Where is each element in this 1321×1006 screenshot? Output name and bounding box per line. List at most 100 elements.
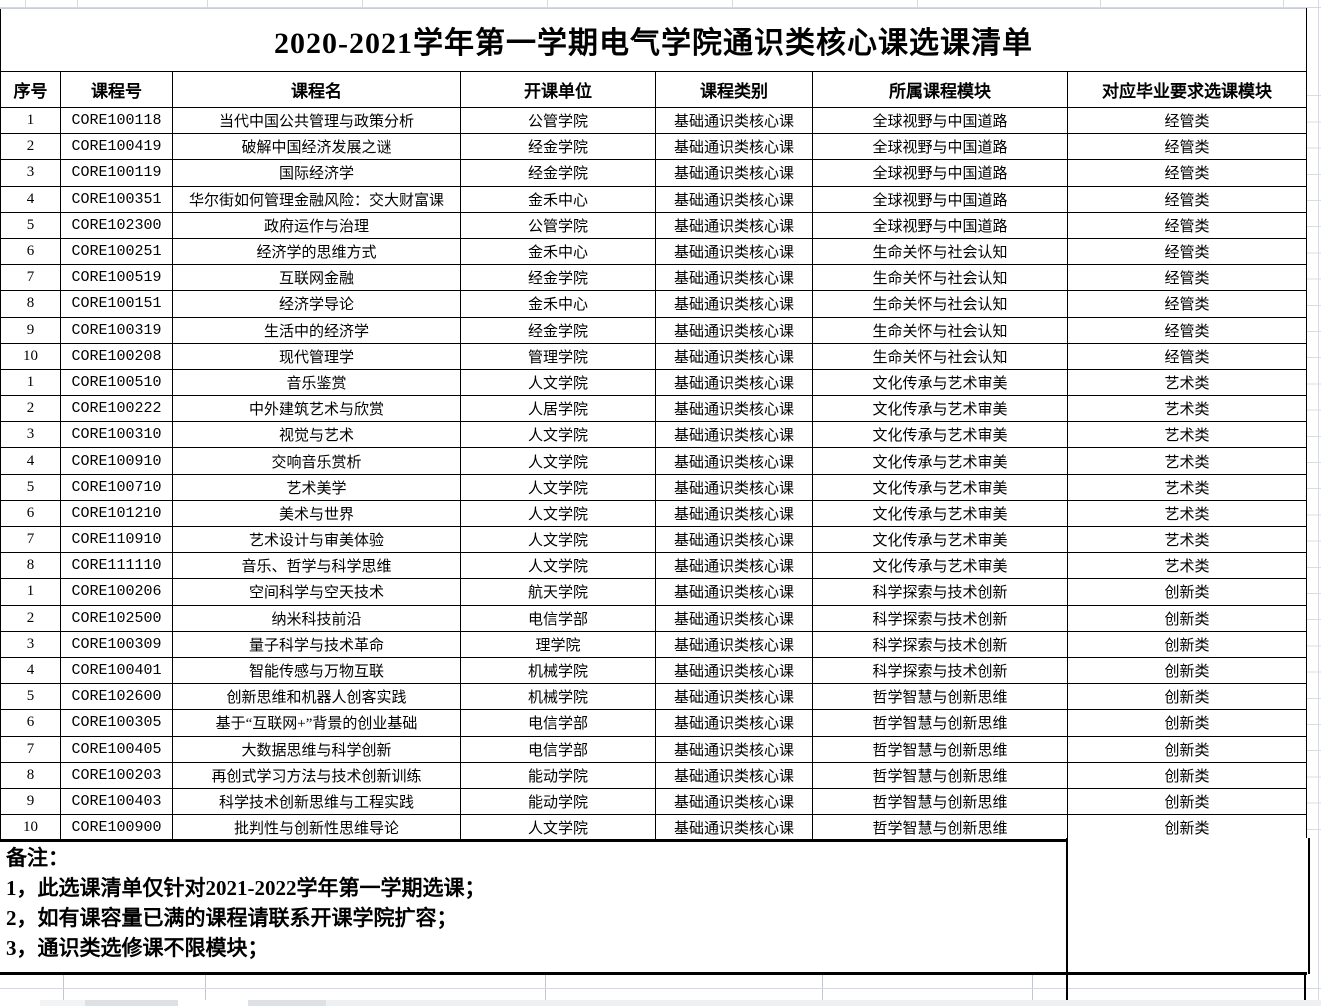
cell-grad-module[interactable]: 经管类 <box>1066 237 1308 266</box>
cell-category[interactable]: 基础通识类核心课 <box>655 342 813 370</box>
cell-module[interactable]: 哲学智慧与创新思维 <box>812 814 1068 843</box>
cell-name[interactable]: 华尔街如何管理金融风险：交大财富课 <box>172 185 461 213</box>
cell-category[interactable]: 基础通识类核心课 <box>655 133 813 161</box>
cell-code[interactable]: CORE100710 <box>60 473 173 501</box>
cell-grad-module[interactable]: 经管类 <box>1066 133 1308 161</box>
cell-category[interactable]: 基础通识类核心课 <box>655 709 813 737</box>
cell-unit[interactable]: 公管学院 <box>460 211 656 239</box>
cell-no[interactable]: 3 <box>0 421 61 449</box>
cell-grad-module[interactable]: 创新类 <box>1066 761 1308 789</box>
cell-code[interactable]: CORE100208 <box>60 342 173 370</box>
cell-category[interactable]: 基础通识类核心课 <box>655 368 813 397</box>
cell-category[interactable]: 基础通识类核心课 <box>655 578 813 606</box>
cell-module[interactable]: 哲学智慧与创新思维 <box>812 735 1068 763</box>
cell-module[interactable]: 文化传承与艺术审美 <box>812 368 1068 397</box>
cell-code[interactable]: CORE100403 <box>60 787 173 816</box>
cell-grad-module[interactable]: 经管类 <box>1066 264 1308 292</box>
cell-code[interactable]: CORE100910 <box>60 447 173 475</box>
cell-module[interactable]: 哲学智慧与创新思维 <box>812 787 1068 816</box>
cell-category[interactable]: 基础通识类核心课 <box>655 421 813 449</box>
cell-name[interactable]: 量子科学与技术革命 <box>172 630 461 658</box>
cell-grad-module[interactable]: 经管类 <box>1066 185 1308 213</box>
cell-grad-module[interactable]: 艺术类 <box>1066 447 1308 475</box>
cell-name[interactable]: 中外建筑艺术与欣赏 <box>172 395 461 423</box>
cell-code[interactable]: CORE100519 <box>60 264 173 292</box>
cell-grad-module[interactable]: 创新类 <box>1066 709 1308 737</box>
cell-code[interactable]: CORE102600 <box>60 683 173 711</box>
cell-unit[interactable]: 人居学院 <box>460 395 656 423</box>
cell-name[interactable]: 艺术美学 <box>172 473 461 501</box>
cell-module[interactable]: 生命关怀与社会认知 <box>812 342 1068 370</box>
cell-module[interactable]: 全球视野与中国道路 <box>812 185 1068 213</box>
cell-category[interactable]: 基础通识类核心课 <box>655 787 813 816</box>
cell-grad-module[interactable]: 艺术类 <box>1066 499 1308 528</box>
cell-code[interactable]: CORE100319 <box>60 316 173 344</box>
cell-grad-module[interactable]: 创新类 <box>1066 814 1308 843</box>
cell-grad-module[interactable]: 艺术类 <box>1066 395 1308 423</box>
cell-unit[interactable]: 电信学部 <box>460 604 656 632</box>
cell-name[interactable]: 纳米科技前沿 <box>172 604 461 632</box>
cell-category[interactable]: 基础通识类核心课 <box>655 395 813 423</box>
cell-name[interactable]: 视觉与艺术 <box>172 421 461 449</box>
cell-category[interactable]: 基础通识类核心课 <box>655 473 813 501</box>
cell-code[interactable]: CORE111110 <box>60 552 173 580</box>
cell-grad-module[interactable]: 创新类 <box>1066 787 1308 816</box>
cell-grad-module[interactable]: 创新类 <box>1066 604 1308 632</box>
cell-unit[interactable]: 金禾中心 <box>460 290 656 318</box>
cell-code[interactable]: CORE100401 <box>60 656 173 685</box>
cell-code[interactable]: CORE100151 <box>60 290 173 318</box>
cell-category[interactable]: 基础通识类核心课 <box>655 656 813 685</box>
cell-grad-module[interactable]: 创新类 <box>1066 656 1308 685</box>
cell-code[interactable]: CORE100310 <box>60 421 173 449</box>
sheet-title-cell[interactable]: 2020-2021学年第一学期电气学院通识类核心课选课清单 <box>0 8 1308 72</box>
cell-grad-module[interactable]: 经管类 <box>1066 316 1308 344</box>
cell-no[interactable]: 8 <box>0 290 61 318</box>
cell-unit[interactable]: 经金学院 <box>460 159 656 187</box>
cell-no[interactable]: 7 <box>0 735 61 763</box>
cell-grad-module[interactable]: 艺术类 <box>1066 552 1308 580</box>
cell-name[interactable]: 艺术设计与审美体验 <box>172 525 461 554</box>
cell-module[interactable]: 生命关怀与社会认知 <box>812 316 1068 344</box>
cell-unit[interactable]: 航天学院 <box>460 578 656 606</box>
cell-module[interactable]: 科学探索与技术创新 <box>812 604 1068 632</box>
cell-no[interactable]: 9 <box>0 316 61 344</box>
cell-name[interactable]: 美术与世界 <box>172 499 461 528</box>
cell-code[interactable]: CORE110910 <box>60 525 173 554</box>
cell-name[interactable]: 当代中国公共管理与政策分析 <box>172 106 461 135</box>
header-unit[interactable]: 开课单位 <box>460 71 656 108</box>
scrollbar-thumb[interactable] <box>248 1000 326 1006</box>
cell-module[interactable]: 文化传承与艺术审美 <box>812 447 1068 475</box>
cell-category[interactable]: 基础通识类核心课 <box>655 316 813 344</box>
cell-module[interactable]: 全球视野与中国道路 <box>812 211 1068 239</box>
cell-name[interactable]: 经济学的思维方式 <box>172 237 461 266</box>
cell-no[interactable]: 1 <box>0 578 61 606</box>
cell-unit[interactable]: 公管学院 <box>460 106 656 135</box>
cell-no[interactable]: 4 <box>0 447 61 475</box>
cell-code[interactable]: CORE100900 <box>60 814 173 843</box>
cell-name[interactable]: 批判性与创新性思维导论 <box>172 814 461 843</box>
cell-unit[interactable]: 人文学院 <box>460 368 656 397</box>
cell-unit[interactable]: 能动学院 <box>460 787 656 816</box>
cell-module[interactable]: 文化传承与艺术审美 <box>812 525 1068 554</box>
cell-category[interactable]: 基础通识类核心课 <box>655 630 813 658</box>
cell-no[interactable]: 4 <box>0 185 61 213</box>
cell-category[interactable]: 基础通识类核心课 <box>655 159 813 187</box>
cell-grad-module[interactable]: 创新类 <box>1066 735 1308 763</box>
cell-no[interactable]: 3 <box>0 159 61 187</box>
cell-grad-module[interactable]: 艺术类 <box>1066 473 1308 501</box>
cell-no[interactable]: 6 <box>0 499 61 528</box>
cell-module[interactable]: 科学探索与技术创新 <box>812 578 1068 606</box>
header-grad-module[interactable]: 对应毕业要求选课模块 <box>1066 71 1308 108</box>
cell-no[interactable]: 5 <box>0 473 61 501</box>
cell-category[interactable]: 基础通识类核心课 <box>655 735 813 763</box>
cell-category[interactable]: 基础通识类核心课 <box>655 185 813 213</box>
note-item-2[interactable]: 2，如有课容量已满的课程请联系开课学院扩容； <box>6 906 458 930</box>
cell-unit[interactable]: 人文学院 <box>460 525 656 554</box>
scrollbar-track[interactable] <box>326 1000 1321 1006</box>
cell-no[interactable]: 2 <box>0 395 61 423</box>
cell-category[interactable]: 基础通识类核心课 <box>655 525 813 554</box>
cell-module[interactable]: 哲学智慧与创新思维 <box>812 683 1068 711</box>
cell-no[interactable]: 7 <box>0 525 61 554</box>
header-course-name[interactable]: 课程名 <box>172 71 461 108</box>
cell-code[interactable]: CORE100309 <box>60 630 173 658</box>
